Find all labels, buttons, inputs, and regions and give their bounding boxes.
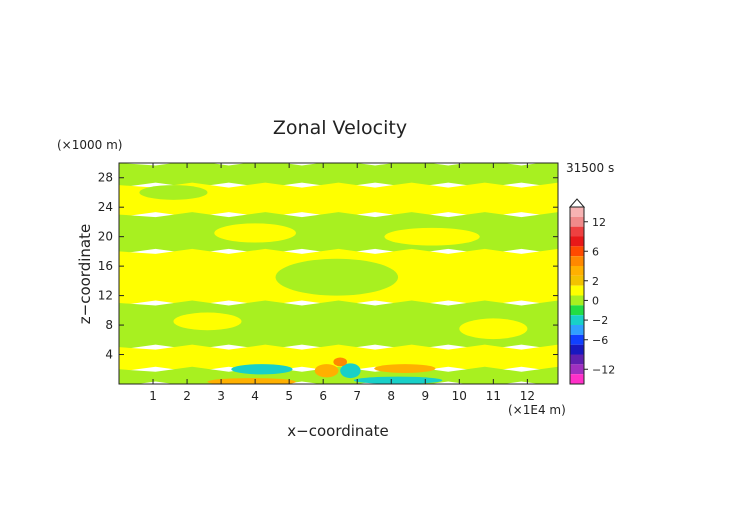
x-axis-title: x−coordinate: [287, 422, 388, 440]
x-tick-label: 1: [149, 389, 157, 403]
contour-cell: [173, 312, 242, 331]
contour-cell: [231, 364, 293, 375]
x-tick-label: 8: [387, 389, 395, 403]
colorbar-swatch: [570, 364, 584, 375]
colorbar-swatch: [570, 285, 584, 296]
colorbar-swatch: [570, 256, 584, 266]
contour-band: [119, 163, 558, 188]
colorbar-swatch: [570, 266, 584, 276]
colorbar-label: 6: [592, 245, 599, 258]
colorbar-swatch: [570, 315, 584, 325]
colorbar-label: −2: [592, 314, 608, 327]
colorbar-swatch: [570, 275, 584, 286]
contour-cell: [214, 223, 296, 243]
x-tick-label: 6: [319, 389, 327, 403]
x-tick-label: 7: [353, 389, 361, 403]
y-axis: 4 8 12 16 20 24 28: [98, 171, 558, 362]
contour-cell: [333, 357, 348, 367]
plot-frame: [118, 162, 559, 385]
contour-field: [119, 163, 558, 384]
contour-band: [119, 300, 558, 350]
y-tick-label: 24: [98, 200, 113, 214]
colorbar-swatch: [570, 246, 584, 257]
contour-cell: [207, 378, 296, 384]
colorbar-swatch: [570, 325, 584, 335]
colorbar-swatch: [570, 354, 584, 365]
colorbar-label: 2: [592, 275, 599, 288]
contour-cell: [275, 258, 399, 296]
colorbar-label: −12: [592, 363, 615, 376]
colorbar-swatch: [570, 344, 584, 355]
colorbar-swatch: [570, 305, 584, 316]
contour-cell: [139, 185, 208, 200]
contour-band: [119, 182, 558, 218]
y-tick-label: 28: [98, 171, 113, 185]
y-tick-label: 16: [98, 259, 113, 273]
contour-cell: [384, 227, 480, 246]
contour-cell: [314, 364, 339, 378]
y-tick-label: 8: [105, 318, 113, 332]
x-tick-label: 12: [520, 389, 535, 403]
x-tick-label: 2: [183, 389, 191, 403]
colorbar-swatch: [570, 295, 584, 306]
colorbar-swatch: [570, 226, 584, 237]
contour-cell: [353, 376, 443, 384]
contour-cell: [459, 318, 528, 340]
x-unit-label: (×1E4 m): [508, 403, 566, 417]
colorbar-swatch: [570, 334, 584, 345]
time-label: 31500 s: [566, 161, 614, 175]
y-unit-label: (×1000 m): [57, 138, 122, 152]
y-axis-title: z−coordinate: [76, 224, 94, 324]
colorbar-label: 0: [592, 294, 599, 307]
x-tick-label: 3: [217, 389, 225, 403]
colorbar-swatch: [570, 374, 584, 384]
colorbar-swatch: [570, 236, 584, 247]
colorbar-label: −6: [592, 334, 608, 347]
colorbar-swatch: [570, 216, 584, 227]
colorbar-frame: [569, 206, 585, 385]
colorbar-label: 12: [592, 216, 606, 229]
x-tick-label: 9: [421, 389, 429, 403]
y-tick-label: 20: [98, 230, 113, 244]
chart-title: Zonal Velocity: [273, 117, 407, 139]
y-tick-label: 4: [105, 348, 113, 362]
contour-band: [119, 212, 558, 254]
x-tick-label: 5: [285, 389, 293, 403]
x-tick-label: 11: [486, 389, 501, 403]
x-axis: 1 2 3 4 5 6 7 8 9 10 11 12: [149, 163, 535, 403]
colorbar-swatch: [570, 207, 584, 217]
y-tick-label: 12: [98, 289, 113, 303]
x-tick-label: 4: [251, 389, 259, 403]
contour-cell: [374, 364, 436, 373]
colorbar: 12 6 2 0 −2 −6 −12: [568, 198, 615, 385]
contour-cell: [340, 363, 361, 379]
x-tick-label: 10: [452, 389, 467, 403]
